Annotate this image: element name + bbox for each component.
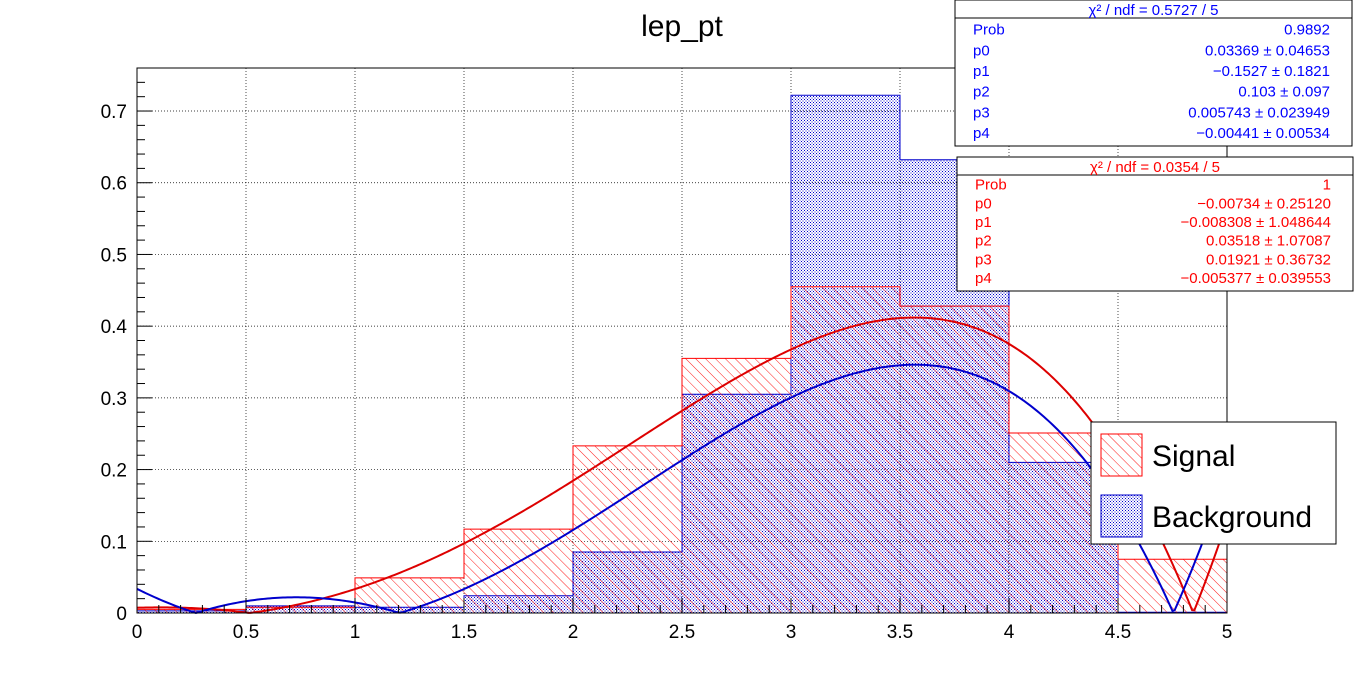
stats-param-value: 0.005743 ± 0.023949 bbox=[1188, 104, 1330, 121]
background-fit-curve bbox=[136, 363, 1228, 615]
y-tick-label: 0.6 bbox=[101, 174, 127, 195]
stats-param-name: p0 bbox=[973, 42, 990, 59]
stats-box-frame bbox=[956, 156, 1354, 292]
x-tick-label: 1.5 bbox=[451, 622, 477, 643]
y-tick-label: 0.1 bbox=[101, 532, 127, 553]
x-tick-label: 3.5 bbox=[887, 622, 913, 643]
stats-param-value: −0.1527 ± 0.1821 bbox=[1213, 63, 1330, 80]
stats-param-name: p2 bbox=[973, 84, 990, 101]
signal-bar bbox=[246, 607, 355, 613]
signal-histogram-outline bbox=[136, 286, 1228, 613]
fit-stats-boxes: χ² / ndf = 0.5727 / 5 Prob 0.9892 p0 0.03369… bbox=[954, 0, 1354, 292]
x-tick-label: 4.5 bbox=[1105, 622, 1131, 643]
x-tick-label: 0 bbox=[132, 622, 143, 643]
axes: 0 0.5 1 1.5 2 2.5 3 3.5 4 4.5 5 0 0.1 0.2 0.3 0.4 0.5 0.6… bbox=[101, 67, 1233, 643]
stats-param-value: −0.005377 ± 0.039553 bbox=[1181, 270, 1331, 287]
stats-box-frame bbox=[954, 0, 1353, 147]
fit-stats-box: χ² / ndf = 0.5727 / 5 Prob 0.9892 p0 0.03369… bbox=[954, 0, 1353, 147]
stats-param-value: 0.103 ± 0.097 bbox=[1238, 84, 1330, 101]
x-tick-label: 2.5 bbox=[669, 622, 695, 643]
stats-param-value: −0.00441 ± 0.00534 bbox=[1196, 125, 1330, 142]
stats-param-name: Prob bbox=[975, 177, 1007, 194]
stats-param-name: p1 bbox=[973, 63, 990, 80]
signal-bar bbox=[464, 529, 573, 613]
signal-bar bbox=[573, 445, 682, 613]
stats-param-value: 0.03369 ± 0.04653 bbox=[1205, 42, 1330, 59]
stats-param-value: 0.9892 bbox=[1284, 22, 1330, 39]
legend: Signal Background bbox=[1090, 421, 1337, 545]
signal-bar bbox=[791, 286, 900, 613]
x-tick-label: 3 bbox=[786, 622, 797, 643]
stats-param-value: −0.008308 ± 1.048644 bbox=[1181, 214, 1331, 231]
x-tick-label: 0.5 bbox=[233, 622, 259, 643]
stats-param-name: p4 bbox=[973, 125, 990, 142]
stats-param-name: p2 bbox=[975, 233, 992, 250]
stats-param-value: 0.01921 ± 0.36732 bbox=[1206, 251, 1331, 268]
signal-bar bbox=[900, 306, 1009, 613]
legend-label-background: Background bbox=[1152, 501, 1312, 534]
y-tick-label: 0.7 bbox=[101, 102, 127, 123]
x-tick-label: 4 bbox=[1004, 622, 1015, 643]
x-tick-label: 5 bbox=[1222, 622, 1233, 643]
chart-title: lep_pt bbox=[641, 10, 723, 43]
legend-swatch-signal bbox=[1100, 433, 1143, 477]
y-tick-label: 0.5 bbox=[101, 245, 127, 266]
y-tick-label: 0.4 bbox=[101, 317, 128, 338]
stats-param-name: p0 bbox=[975, 195, 992, 212]
stats-param-name: p1 bbox=[975, 214, 992, 231]
fit-stats-box: χ² / ndf = 0.0354 / 5 Prob 1 p0 −0.00734 ± 0… bbox=[956, 156, 1354, 292]
stats-param-name: p3 bbox=[973, 104, 990, 121]
y-tick-label: 0.3 bbox=[101, 389, 127, 410]
stats-param-value: 1 bbox=[1323, 177, 1331, 194]
fit-curves bbox=[136, 316, 1228, 615]
y-tick-label: 0 bbox=[116, 604, 127, 625]
x-tick-label: 2 bbox=[568, 622, 579, 643]
stats-param-value: 0.03518 ± 1.07087 bbox=[1206, 233, 1331, 250]
stats-param-value: −0.00734 ± 0.25120 bbox=[1197, 195, 1331, 212]
stats-param-name: Prob bbox=[973, 22, 1005, 39]
x-tick-label: 1 bbox=[350, 622, 361, 643]
stats-param-name: p4 bbox=[975, 270, 992, 287]
stats-header: χ² / ndf = 0.0354 / 5 bbox=[1090, 159, 1220, 176]
signal-fit-curve bbox=[136, 316, 1228, 614]
legend-swatch-background bbox=[1100, 494, 1143, 538]
signal-bar bbox=[682, 358, 791, 613]
stats-header: χ² / ndf = 0.5727 / 5 bbox=[1088, 2, 1218, 19]
stats-param-name: p3 bbox=[975, 251, 992, 268]
legend-label-signal: Signal bbox=[1152, 440, 1235, 473]
signal-bar bbox=[1118, 559, 1227, 613]
y-tick-label: 0.2 bbox=[101, 461, 127, 482]
